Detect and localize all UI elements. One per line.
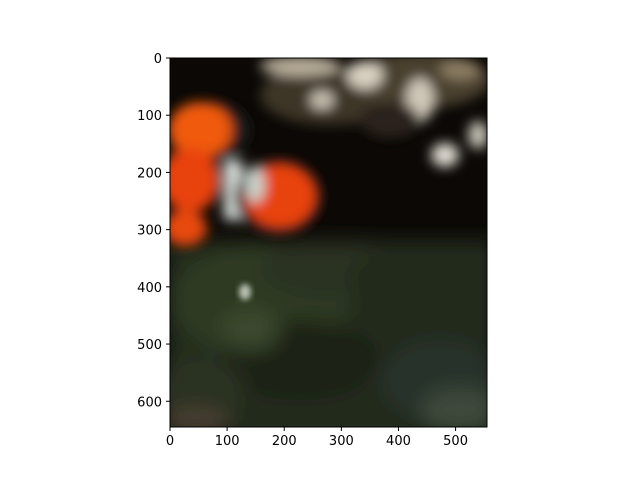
x-tick-label: 100 [215,434,240,449]
y-tick-label: 500 [137,338,162,353]
x-tick-label: 0 [166,434,174,449]
y-tick-label: 600 [137,395,162,410]
y-tick-label: 300 [137,224,162,239]
clownfish [170,102,322,246]
y-axis: 0 100 200 300 400 500 600 [137,52,170,410]
y-tick-label: 200 [137,166,162,181]
x-tick-label: 300 [329,434,354,449]
coral-region [170,240,487,427]
y-tick-label: 400 [137,281,162,296]
axes-frame [169,57,488,428]
y-tick-label: 0 [154,52,162,67]
y-tick-label: 100 [137,109,162,124]
x-tick-label: 500 [443,434,468,449]
rock-region [260,58,487,167]
photo-image [170,58,487,427]
x-axis: 0 100 200 300 400 500 [166,427,468,449]
x-tick-label: 400 [386,434,411,449]
x-tick-label: 200 [272,434,297,449]
